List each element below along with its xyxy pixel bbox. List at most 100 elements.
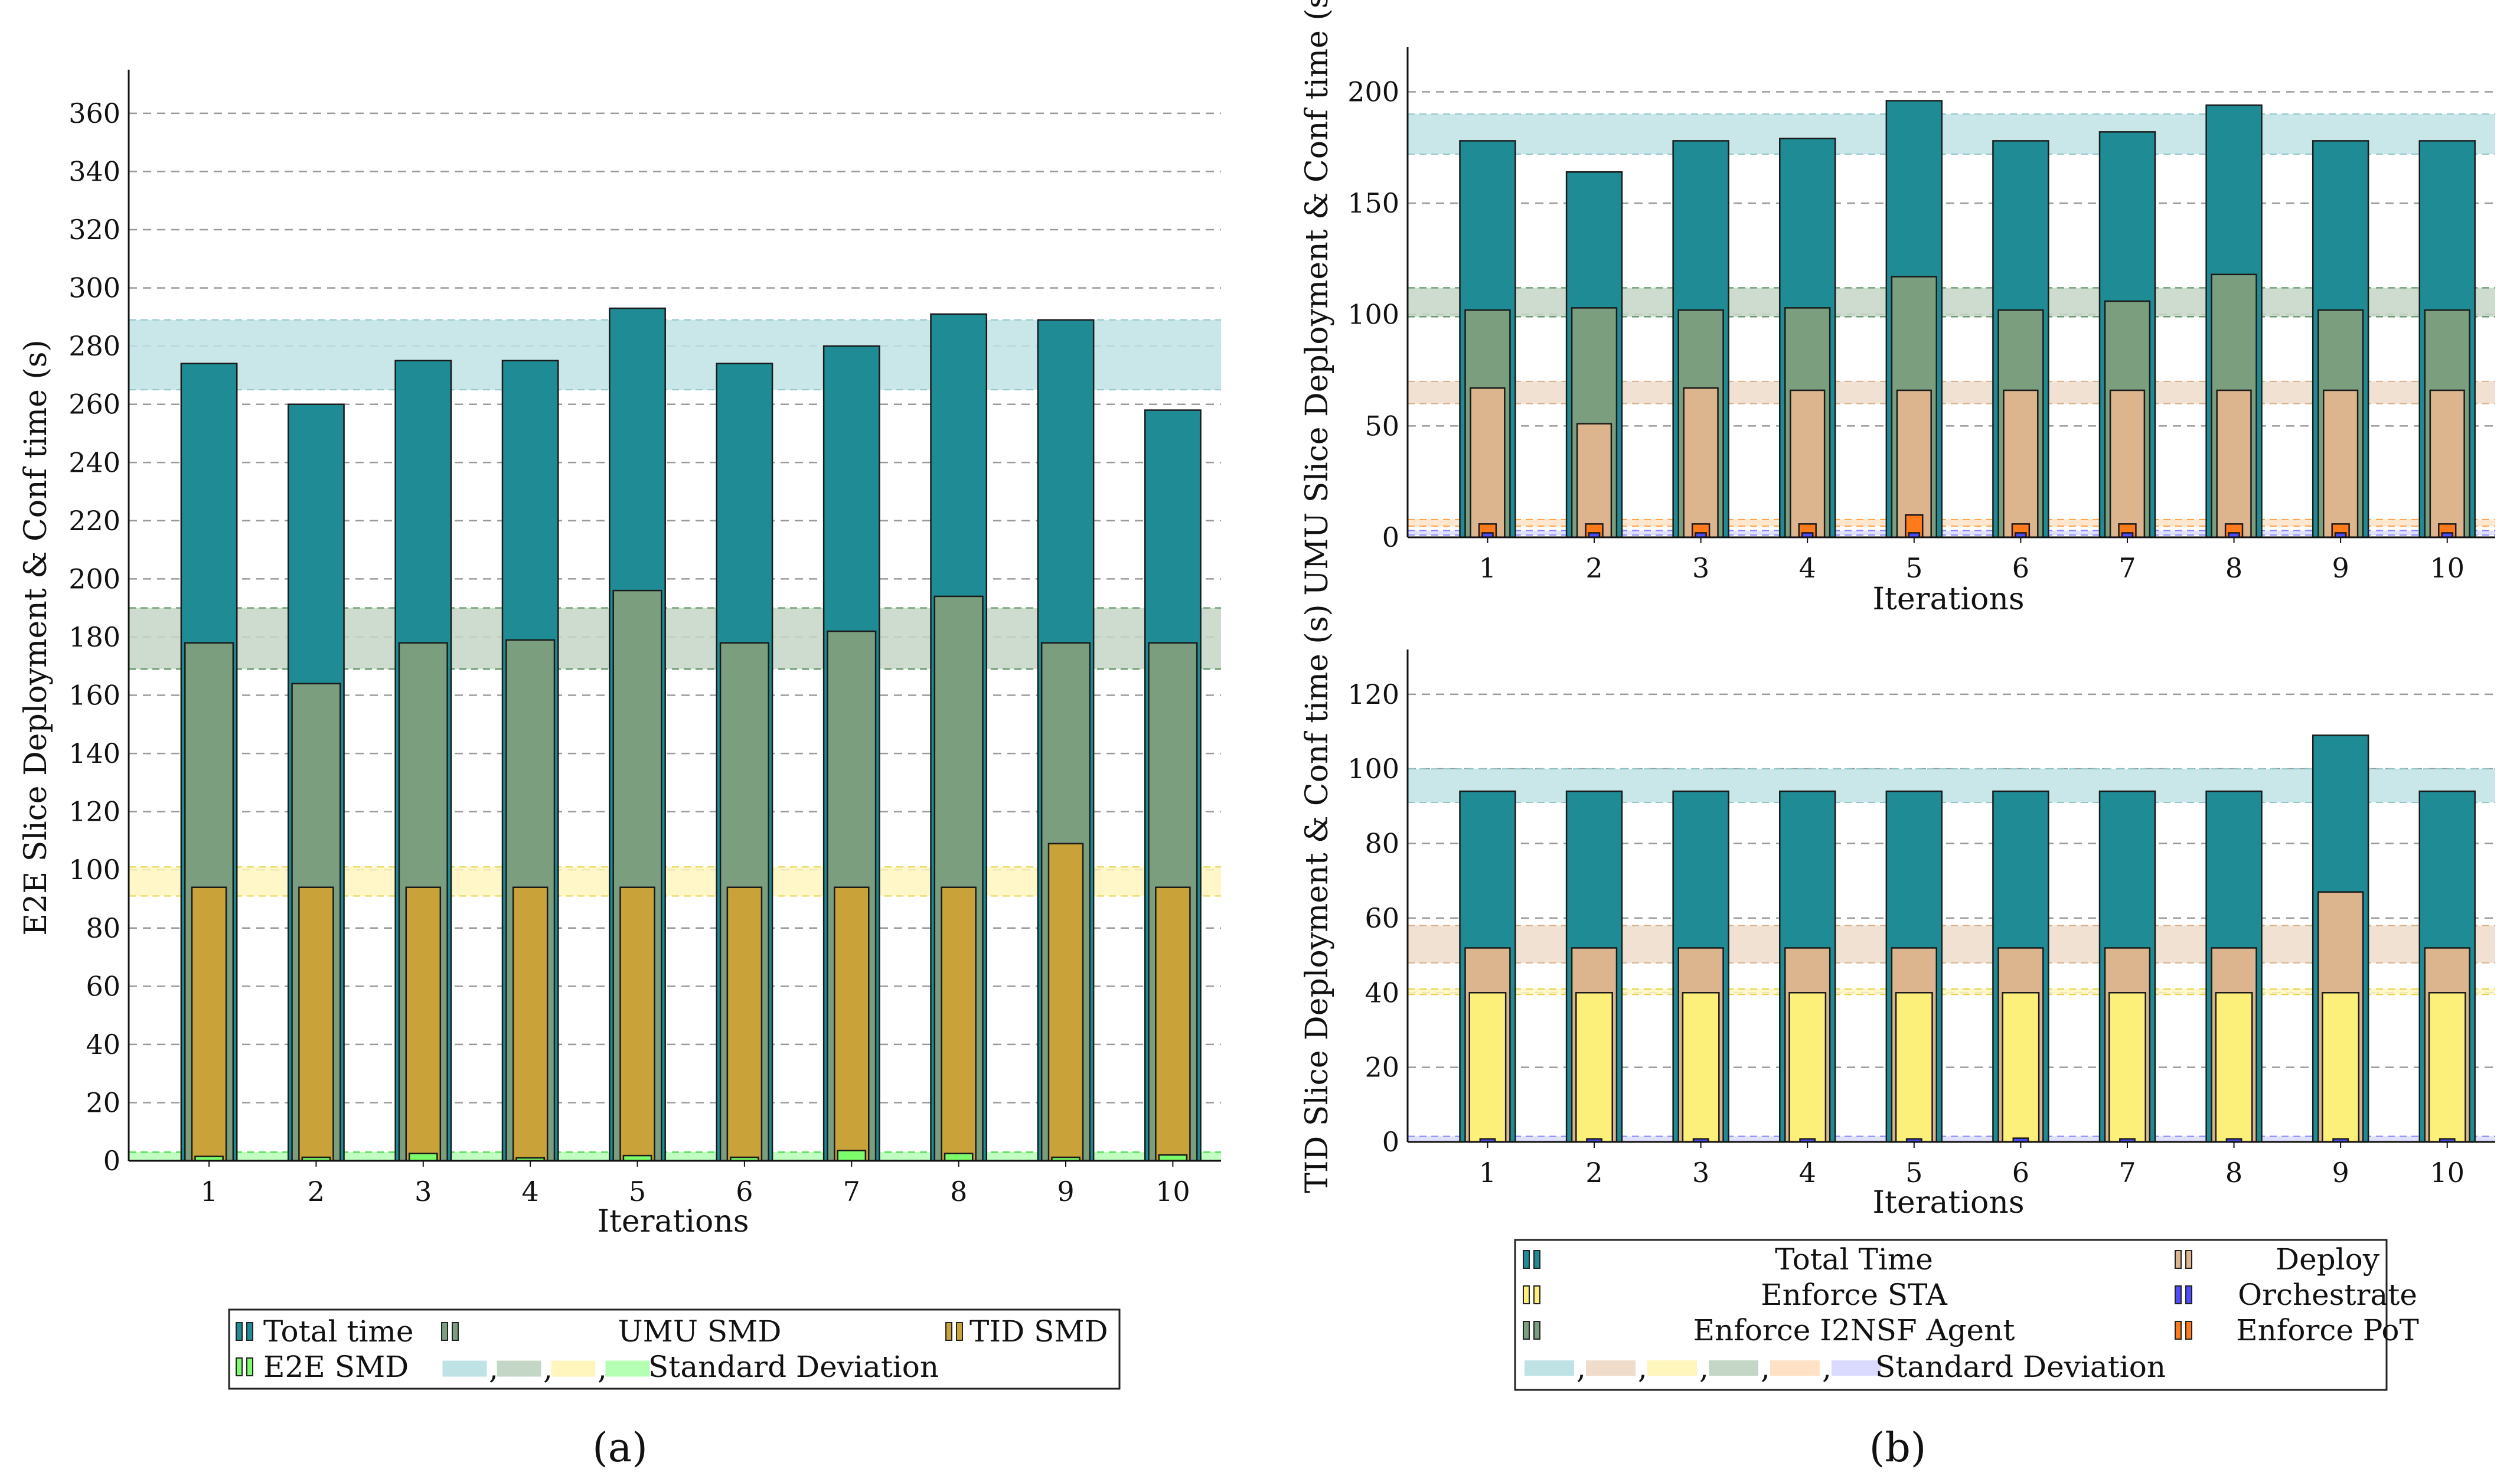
bar-tid-smd — [405, 886, 442, 1162]
x-tick-label: 7 — [843, 1176, 860, 1207]
legend-b-orchestrate-swatch — [2175, 1285, 2192, 1304]
y-tick-label: 80 — [86, 912, 120, 944]
y-tick-label: 220 — [68, 505, 120, 537]
x-tick-label: 2 — [1585, 552, 1602, 584]
x-tick-label: 8 — [950, 1176, 967, 1207]
y-tick-label: 160 — [68, 680, 120, 711]
bar-deploy — [2109, 389, 2146, 538]
svg-text:,: , — [1699, 1351, 1709, 1385]
svg-text:,: , — [543, 1352, 553, 1386]
bar-enforce-sta — [1468, 992, 1507, 1143]
bar-tid-smd — [1155, 886, 1191, 1162]
x-tick-label: 2 — [308, 1176, 325, 1207]
y-tick-label: 0 — [1382, 521, 1399, 553]
y-tick-label: 80 — [1365, 828, 1399, 860]
legend-tid-label: TID SMD — [970, 1314, 1108, 1349]
svg-text:,: , — [1761, 1351, 1770, 1385]
svg-text:,: , — [1822, 1351, 1832, 1385]
legend-e2e-swatch — [236, 1357, 253, 1376]
bar-enforce-sta — [2322, 992, 2360, 1143]
x-tick-label: 4 — [522, 1176, 539, 1207]
bar-tid-smd — [1047, 843, 1084, 1162]
legend-total-label: Total time — [263, 1314, 413, 1349]
legend-b-pot-label: Enforce PoT — [2236, 1313, 2419, 1347]
chart-b-top-ylabel: UMU Slice Deployment & Conf time (s) — [1300, 0, 1335, 596]
legend-std-label: Standard Deviation — [648, 1350, 939, 1384]
legend-b-total-label: Total Time — [1775, 1242, 1933, 1277]
chart-b-bottom-xlabel: Iterations — [1872, 1185, 2024, 1220]
bar-enforce-sta — [1788, 992, 1827, 1143]
x-tick-label: 9 — [2332, 552, 2349, 584]
legend-e2e-label: E2E SMD — [263, 1350, 409, 1384]
bar-tid-smd — [191, 886, 227, 1162]
chart-a-tick-labels: 0 20 40 60 80 100 120 140 160 180 200 220 240 260 280 3… — [68, 97, 1190, 1207]
bar-e2e-smd — [837, 1150, 867, 1162]
x-tick-label: 6 — [2012, 1157, 2029, 1189]
bar-enforce-sta — [2108, 992, 2146, 1143]
legend-umu-swatch — [441, 1322, 459, 1341]
y-tick-label: 0 — [103, 1145, 120, 1177]
x-tick-label: 4 — [1799, 552, 1816, 584]
y-tick-label: 100 — [1347, 753, 1399, 785]
bar-e2e-smd — [944, 1153, 974, 1162]
x-tick-label: 9 — [2332, 1157, 2349, 1189]
bar-tid-smd — [833, 886, 870, 1162]
legend-b-sta-swatch — [1523, 1285, 1540, 1304]
x-tick-label: 1 — [1479, 552, 1496, 584]
x-tick-label: 5 — [629, 1176, 646, 1207]
x-tick-label: 4 — [1799, 1157, 1816, 1189]
legend-total-swatch — [236, 1322, 253, 1341]
legend-tid-swatch — [945, 1322, 963, 1341]
y-tick-label: 40 — [86, 1029, 120, 1060]
chart-a-legend-box — [228, 1308, 1121, 1390]
legend-umu-label: UMU SMD — [618, 1314, 782, 1349]
y-tick-label: 20 — [1365, 1052, 1399, 1083]
y-tick-label: 320 — [68, 214, 120, 246]
y-tick-label: 100 — [68, 854, 120, 886]
svg-text:,: , — [1576, 1351, 1586, 1385]
chart-a-bars — [180, 307, 1202, 1162]
svg-text:,: , — [1638, 1351, 1647, 1385]
bar-deploy — [1470, 387, 1506, 538]
legend-b-deploy-swatch — [2175, 1250, 2192, 1269]
y-tick-label: 340 — [68, 155, 120, 187]
bar-deploy — [1576, 423, 1612, 538]
bar-tid-smd — [941, 886, 977, 1162]
legend-b-sta-label: Enforce STA — [1761, 1278, 1948, 1312]
chart-a-ylabel: E2E Slice Deployment & Conf time (s) — [18, 340, 54, 935]
legend-b-i2nsf-swatch — [1523, 1321, 1540, 1340]
legend-b-pot-swatch — [2175, 1321, 2192, 1340]
std-band — [1408, 519, 2495, 527]
legend-b-orchestrate-label: Orchestrate — [2238, 1278, 2417, 1312]
x-tick-label: 2 — [1585, 1157, 1602, 1189]
y-tick-label: 150 — [1347, 187, 1399, 219]
x-tick-label: 9 — [1057, 1176, 1074, 1207]
bar-enforce-sta — [2002, 992, 2040, 1143]
svg-text:,: , — [489, 1352, 498, 1386]
bar-enforce-sta — [1575, 992, 1613, 1143]
chart-b-top-xlabel: Iterations — [1872, 582, 2024, 617]
std-band — [1408, 988, 2495, 995]
bar-e2e-smd — [408, 1153, 438, 1162]
y-tick-label: 0 — [1382, 1126, 1399, 1158]
x-tick-label: 3 — [1692, 1157, 1709, 1189]
y-tick-label: 300 — [68, 272, 120, 304]
chart-b-bottom: 0 20 40 60 80 100 120 1 2 3 4 5 6 7 8 9 10 Iterations TI… — [1300, 604, 2495, 1220]
legend-b-std-label: Standard Deviation — [1875, 1350, 2166, 1384]
caption-b: (b) — [1869, 1425, 1927, 1471]
x-tick-label: 7 — [2119, 552, 2136, 584]
y-tick-label: 200 — [68, 563, 120, 595]
chart-a: 0 20 40 60 80 100 120 140 160 180 200 220 240 260 280 3… — [18, 70, 1221, 1239]
chart-b-top-axes — [1406, 47, 2495, 543]
chart-b-bottom-tick-labels: 0 20 40 60 80 100 120 1 2 3 4 5 6 7 8 9 10 — [1347, 678, 2464, 1189]
y-tick-label: 120 — [1347, 678, 1399, 710]
chart-b-bottom-axes — [1406, 649, 2495, 1148]
chart-b-top-bars — [1459, 100, 2476, 538]
chart-b-top-tick-labels: 0 50 100 150 200 1 2 3 4 5 6 7 8 9 10 — [1347, 76, 2464, 584]
bar-enforce-sta — [1895, 992, 1933, 1143]
bar-enforce-sta — [2215, 992, 2253, 1143]
bar-tid-smd — [512, 886, 549, 1162]
x-tick-label: 3 — [1692, 552, 1709, 584]
svg-text:,: , — [598, 1352, 607, 1386]
std-band — [1408, 530, 2495, 536]
